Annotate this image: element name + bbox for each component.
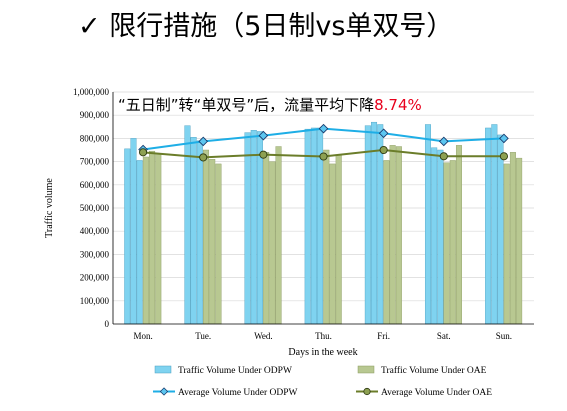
odpw-bar — [124, 148, 131, 325]
oae-bar — [149, 150, 156, 325]
oae-average-marker — [499, 152, 508, 161]
y-tick-label: 100,000 — [80, 296, 110, 306]
oae-bar — [323, 149, 330, 325]
slide-title: ✓ 限行措施（5日制vs单双号） — [78, 11, 454, 42]
legend: Traffic Volume Under ODPW Traffic Volume … — [153, 365, 492, 398]
odpw-bar — [196, 140, 203, 325]
y-tick-label: 900,000 — [80, 110, 110, 120]
annotation: “五日制”转“单双号”后，流量平均下降8.74% — [118, 94, 422, 115]
legend-label: Traffic Volume Under ODPW — [178, 365, 292, 376]
odpw-bar — [491, 124, 498, 325]
y-tick-label: 700,000 — [80, 157, 110, 167]
oae-bar — [449, 160, 456, 325]
y-tick-label: 400,000 — [80, 226, 110, 236]
oae-average-marker — [139, 148, 148, 157]
odpw-bar — [244, 132, 251, 325]
oae-bar — [275, 146, 282, 325]
x-tick-label: Tue. — [195, 331, 211, 341]
oae-bar — [263, 152, 270, 325]
odpw-bar — [377, 124, 384, 325]
y-tick-label: 1,000,000 — [73, 87, 110, 97]
oae-bar — [509, 152, 516, 325]
odpw-bar — [304, 128, 311, 325]
x-tick-label: Fri. — [377, 331, 390, 341]
x-tick-label: Sat. — [437, 331, 451, 341]
oae-bar — [215, 163, 222, 325]
odpw-bar — [256, 131, 263, 325]
odpw-average-marker — [258, 130, 269, 141]
odpw-bar — [310, 127, 317, 325]
y-axis-title: Traffic volume — [44, 178, 55, 238]
odpw-bar — [136, 160, 143, 325]
odpw-bar — [431, 147, 438, 325]
oae-bar — [389, 145, 396, 325]
y-tick-label: 300,000 — [80, 249, 110, 259]
odpw-average-marker — [378, 128, 389, 139]
x-axis-title: Days in the week — [288, 347, 357, 358]
legend-item: Traffic Volume Under OAE — [357, 365, 487, 376]
legend-swatch — [154, 365, 172, 374]
oae-bar — [209, 159, 216, 325]
odpw-bar — [371, 121, 378, 325]
x-tick-label: Wed. — [254, 331, 273, 341]
legend-label: Traffic Volume Under OAE — [381, 365, 487, 376]
bars — [124, 121, 523, 325]
x-tick-label: Mon. — [133, 331, 152, 341]
oae-bar — [383, 160, 390, 325]
y-tick-label: 800,000 — [80, 133, 110, 143]
odpw-average-marker — [499, 133, 509, 144]
oae-bar — [155, 153, 162, 325]
odpw-bar — [437, 149, 444, 325]
legend-marker — [159, 387, 169, 396]
y-axis-ticks: 0 100,000 200,000 300,000 400,000 500,000 600,… — [73, 87, 110, 329]
oae-bar — [455, 145, 462, 325]
legend-label: Average Volume Under ODPW — [178, 388, 298, 398]
annotation-percentage: 8.74% — [374, 96, 422, 114]
odpw-bar — [130, 138, 137, 325]
odpw-average-marker — [438, 136, 449, 147]
legend-item: Average Volume Under OAE — [356, 387, 492, 398]
oae-average-marker — [319, 152, 328, 161]
odpw-average-marker — [198, 136, 209, 147]
y-tick-label: 200,000 — [80, 273, 110, 283]
y-tick-label: 0 — [105, 319, 110, 329]
oae-average-marker — [259, 150, 268, 159]
x-tick-label: Thu. — [315, 331, 332, 341]
oae-bar — [335, 154, 342, 325]
oae-bar — [443, 162, 450, 325]
x-tick-label: Sun. — [496, 331, 512, 341]
legend-item: Average Volume Under ODPW — [153, 387, 298, 398]
odpw-average-marker — [318, 123, 329, 134]
y-tick-label: 600,000 — [80, 180, 110, 190]
odpw-bar — [190, 137, 197, 325]
average-lines — [138, 123, 509, 162]
legend-marker — [363, 387, 371, 396]
odpw-bar — [364, 125, 371, 325]
oae-bar — [203, 149, 210, 325]
oae-bar — [142, 156, 149, 325]
legend-label: Average Volume Under OAE — [381, 388, 492, 398]
oae-bar — [329, 163, 336, 325]
annotation-text: “五日制”转“单双号”后，流量平均下降 — [118, 96, 375, 114]
legend-swatch — [357, 365, 375, 374]
odpw-bar — [497, 134, 504, 325]
odpw-bar — [485, 127, 492, 325]
oae-bar — [395, 146, 402, 325]
x-axis-ticks: Mon. Tue. Wed. Thu. Fri. Sat. Sun. — [133, 331, 512, 341]
y-tick-label: 500,000 — [80, 203, 110, 213]
oae-bar — [269, 161, 276, 325]
oae-bar — [503, 163, 510, 325]
legend-item: Traffic Volume Under ODPW — [154, 365, 292, 376]
oae-average-marker — [439, 152, 448, 161]
oae-average-marker — [379, 145, 388, 155]
odpw-bar — [250, 130, 257, 325]
oae-bar — [516, 157, 523, 325]
oae-average-marker — [199, 153, 208, 162]
